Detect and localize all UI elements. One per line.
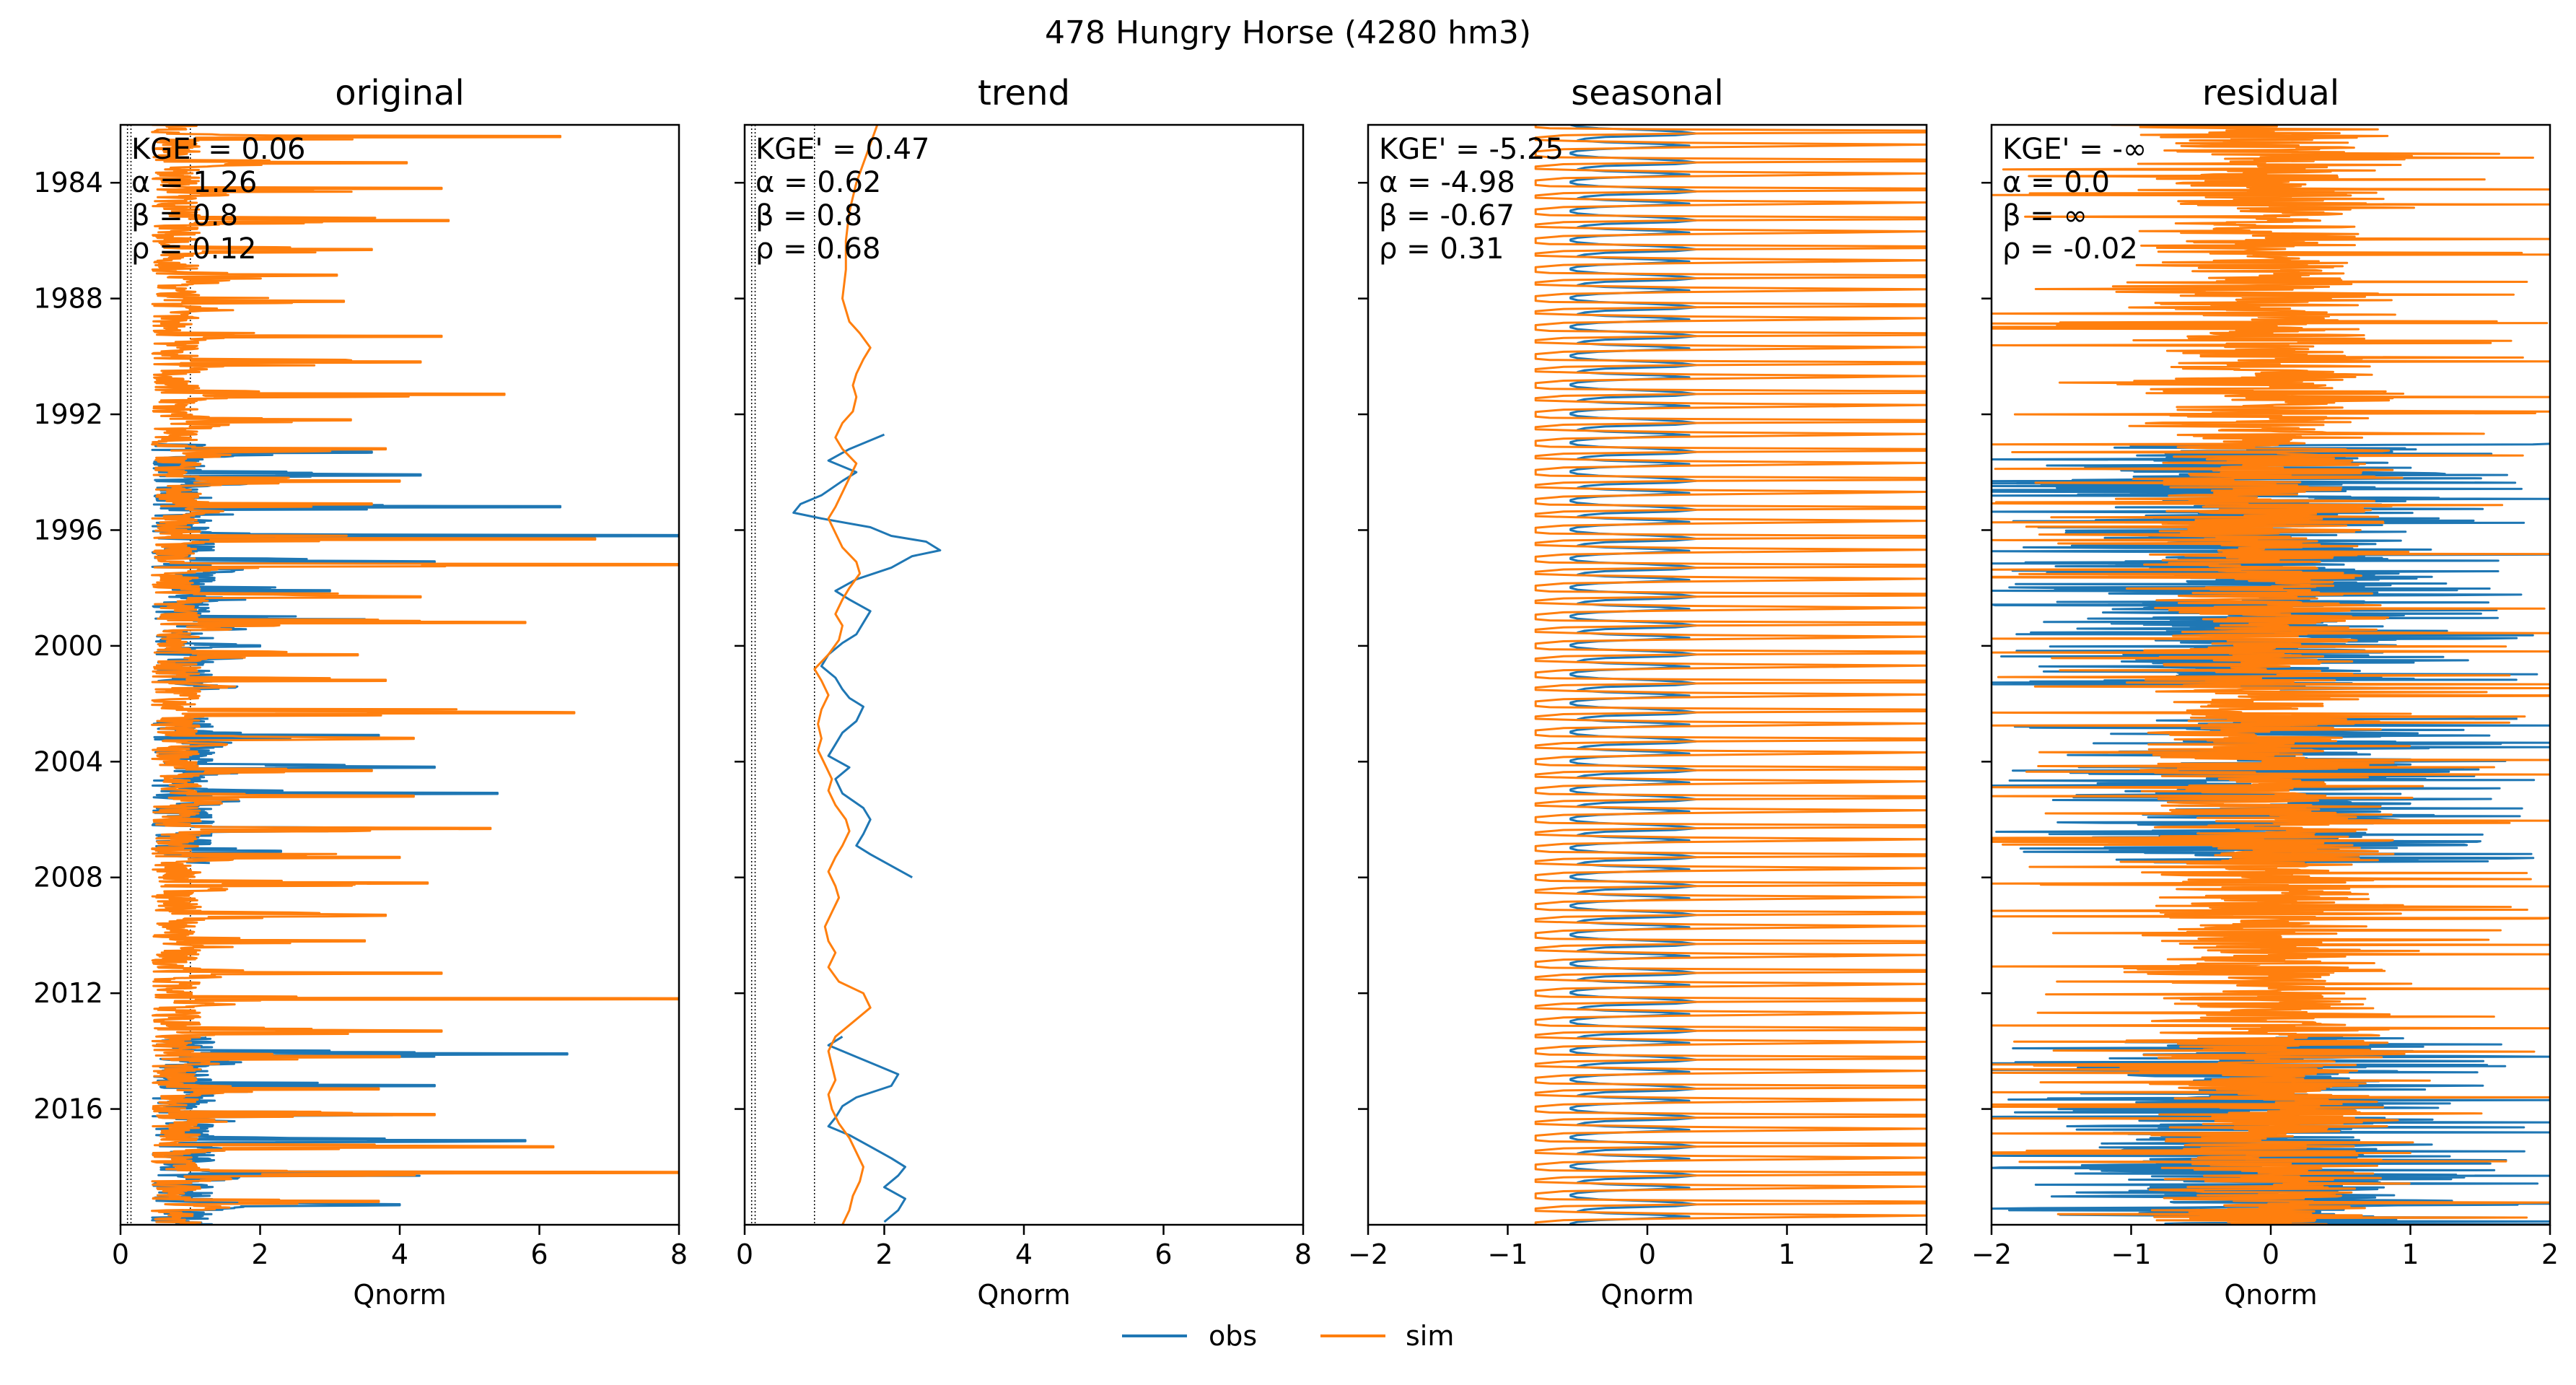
stat-line: ρ = 0.68 — [755, 232, 880, 266]
x-tick-label: 0 — [112, 1238, 129, 1270]
stat-line: KGE' = -∞ — [2002, 133, 2147, 166]
legend-label-obs: obs — [1209, 1320, 1257, 1352]
y-tick-label: 1992 — [33, 398, 103, 430]
stat-line: α = 0.0 — [2002, 166, 2110, 199]
panel-trend: trend 0 2 4 6 8 Qnorm KGE' = 0.47α = 0.62β = 0.… — [735, 73, 1312, 1311]
x-tick-label: 8 — [670, 1238, 688, 1270]
x-axis-label: Qnorm — [353, 1279, 446, 1311]
stat-line: β = 0.8 — [131, 199, 238, 232]
legend-label-sim: sim — [1406, 1320, 1454, 1352]
x-tick-label: −1 — [2111, 1238, 2151, 1270]
y-tick-label: 2000 — [33, 630, 103, 662]
y-tick-label: 2012 — [33, 977, 103, 1009]
stat-line: KGE' = -5.25 — [1379, 133, 1564, 166]
stat-line: α = 1.26 — [131, 166, 257, 199]
plot-area-residual — [1992, 125, 2550, 1225]
stat-line: ρ = -0.02 — [2002, 232, 2138, 266]
panel-title-residual: residual — [2202, 73, 2339, 113]
x-tick-label: 2 — [2541, 1238, 2559, 1270]
x-axis-label: Qnorm — [1600, 1279, 1694, 1311]
panel-title-trend: trend — [978, 73, 1070, 113]
plot-area-original — [126, 125, 679, 1225]
x-tick-label: −2 — [1971, 1238, 2012, 1270]
y-tick-label: 2004 — [33, 746, 103, 777]
y-tick-label: 2016 — [33, 1093, 103, 1125]
x-tick-label: 4 — [391, 1238, 408, 1270]
series-obs — [792, 433, 942, 1223]
x-tick-label: 4 — [1015, 1238, 1033, 1270]
panel-residual: residual −2 −1 0 1 2 Qnorm KGE' = -∞α = 0.0β = … — [1971, 73, 2559, 1311]
x-tick-label: 1 — [1778, 1238, 1795, 1270]
x-tick-label: 6 — [1155, 1238, 1172, 1270]
plot-area-trend — [750, 125, 942, 1225]
x-tick-label: 6 — [530, 1238, 548, 1270]
stat-line: β = -0.67 — [1379, 199, 1515, 232]
series-sim — [1992, 125, 2550, 1225]
x-tick-label: 2 — [1918, 1238, 1935, 1270]
x-tick-label: 0 — [1639, 1238, 1656, 1270]
series-sim — [813, 125, 879, 1225]
y-tick-label: 1996 — [33, 514, 103, 546]
x-axis-label: Qnorm — [2224, 1279, 2317, 1311]
x-axis-label: Qnorm — [977, 1279, 1070, 1311]
stat-line: β = 0.8 — [755, 199, 862, 232]
y-tick-label: 1984 — [33, 167, 103, 198]
panel-seasonal: seasonal −2 −1 0 1 2 Qnorm KGE' = -5.25α = -4.9… — [1348, 73, 1935, 1311]
panel-title-seasonal: seasonal — [1571, 73, 1724, 113]
stat-line: KGE' = 0.06 — [131, 133, 306, 166]
legend: obs sim — [1122, 1320, 1454, 1352]
y-tick-label: 1988 — [33, 283, 103, 315]
series-sim — [1534, 125, 1927, 1225]
series-sim — [151, 125, 679, 1225]
panel-original: original 0 2 4 6 8 Qnorm 1984 1988 1992 1996 2000 20… — [33, 73, 688, 1311]
series-obs — [151, 442, 679, 1225]
stat-line: β = ∞ — [2002, 199, 2087, 232]
x-tick-label: 0 — [736, 1238, 753, 1270]
y-tick-label: 2008 — [33, 862, 103, 894]
x-tick-label: 0 — [2262, 1238, 2279, 1270]
figure-title: 478 Hungry Horse (4280 hm3) — [1045, 14, 1531, 51]
stat-line: KGE' = 0.47 — [755, 133, 930, 166]
x-tick-label: −2 — [1348, 1238, 1388, 1270]
x-tick-label: 8 — [1294, 1238, 1312, 1270]
x-tick-label: 1 — [2401, 1238, 2419, 1270]
stat-line: α = 0.62 — [755, 166, 881, 199]
stat-line: ρ = 0.31 — [1379, 232, 1504, 266]
x-tick-label: 2 — [875, 1238, 893, 1270]
x-tick-label: −1 — [1487, 1238, 1528, 1270]
stat-line: ρ = 0.12 — [131, 232, 256, 266]
x-tick-label: 2 — [251, 1238, 268, 1270]
plot-area-seasonal — [1534, 125, 1927, 1225]
axes-frame — [743, 123, 1305, 1226]
stat-line: α = -4.98 — [1379, 166, 1515, 199]
panel-title-original: original — [335, 73, 464, 113]
